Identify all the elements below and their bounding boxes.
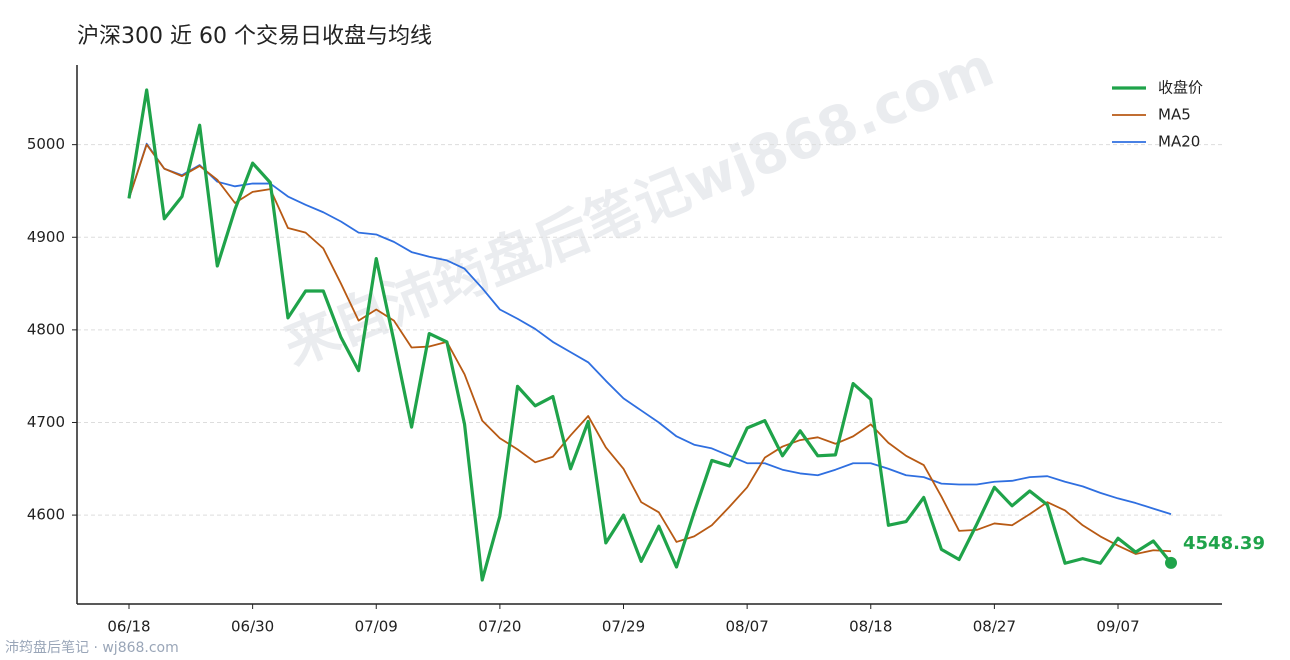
legend-label: 收盘价 (1158, 79, 1203, 97)
series-line (128, 142, 1172, 516)
x-tick-label: 09/07 (1096, 618, 1139, 636)
legend-label: MA20 (1158, 133, 1200, 151)
series-line (128, 143, 1172, 555)
footer: 沛筠盘后笔记 · wj868.com (5, 639, 179, 656)
x-tick-label: 07/09 (355, 618, 398, 636)
x-tick-label: 07/20 (478, 618, 521, 636)
x-tick-label: 08/07 (726, 618, 769, 636)
y-tick-label: 5000 (27, 135, 65, 153)
x-tick-label: 07/29 (602, 618, 645, 636)
x-tick-label: 06/30 (231, 618, 274, 636)
end-label: 4548.39 (1183, 533, 1265, 554)
x-tick-label: 08/18 (849, 618, 892, 636)
watermark: 来自沛筠盘后笔记wj868.com (275, 35, 1002, 378)
end-marker (1165, 556, 1177, 569)
x-tick-label: 08/27 (973, 618, 1016, 636)
legend-label: MA5 (1158, 106, 1191, 124)
y-tick-label: 4700 (27, 413, 65, 431)
series-line (127, 88, 1173, 582)
y-tick-label: 4600 (27, 506, 65, 524)
x-tick-label: 06/18 (107, 618, 150, 636)
chart-title: 沪深300 近 60 个交易日收盘与均线 (77, 24, 432, 49)
y-tick-label: 4800 (27, 320, 65, 338)
y-tick-label: 4900 (27, 228, 65, 246)
